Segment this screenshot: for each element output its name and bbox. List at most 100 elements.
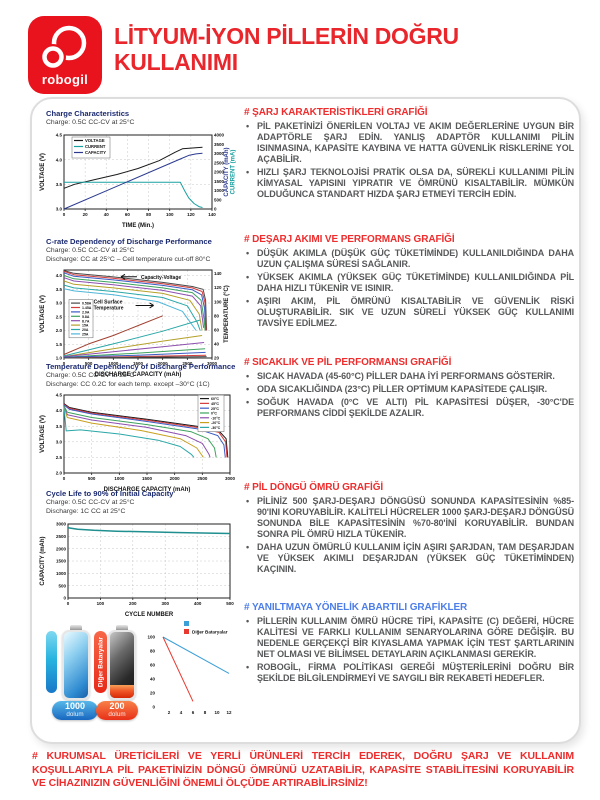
svg-text:Cell Surface: Cell Surface — [94, 299, 123, 305]
svg-text:100: 100 — [147, 635, 155, 640]
svg-text:2.0: 2.0 — [56, 328, 63, 333]
svg-text:120: 120 — [187, 212, 195, 217]
svg-text:2000: 2000 — [158, 361, 169, 366]
svg-text:3.5: 3.5 — [56, 287, 63, 292]
bullet-item: YÜKSEK AKIMLA (YÜKSEK GÜÇ TÜKETİMİNDE) K… — [244, 272, 574, 294]
svg-text:2.5: 2.5 — [56, 314, 63, 319]
chart-charge-characteristics: 0 20 40 60 80 100 120 140 3.0 3.5 4.0 4.5 0 500 1000 15… — [38, 129, 238, 234]
svg-text:4.0: 4.0 — [56, 273, 63, 278]
svg-text:100: 100 — [214, 299, 222, 304]
svg-text:VOLTAGE (V): VOLTAGE (V) — [40, 295, 46, 333]
other-batteries-bar: Diğer Bataryalar — [94, 631, 107, 693]
svg-text:8: 8 — [204, 710, 207, 715]
svg-text:60: 60 — [150, 663, 156, 668]
svg-text:3.0: 3.0 — [56, 207, 63, 212]
svg-text:60°C: 60°C — [211, 397, 219, 401]
svg-text:140: 140 — [214, 271, 222, 276]
svg-text:80: 80 — [214, 313, 220, 318]
svg-text:100: 100 — [97, 601, 105, 606]
battery-cap — [70, 625, 82, 630]
svg-text:500: 500 — [226, 601, 234, 606]
bullet-item: SOĞUK HAVADA (0°C VE ALTI) PİL KAPASİTES… — [244, 397, 574, 419]
bullet-item: DÜŞÜK AKIMLA (DÜŞÜK GÜÇ TÜKETİMİNDE) KUL… — [244, 248, 574, 270]
svg-text:Capacity-Voltage: Capacity-Voltage — [141, 275, 181, 281]
svg-text:2500: 2500 — [182, 361, 193, 366]
robogil-battery-bar — [46, 631, 57, 693]
badge-value: 1000 — [64, 701, 86, 712]
section-cycle-life: # PİL DÖNGÜ ÖMRÜ GRAFİĞİ PİLİNİZ 500 ŞAR… — [244, 482, 574, 577]
chart2-subtitle-2: Discharge: CC at 25°C – Cell temperature… — [46, 256, 211, 263]
svg-text:-10°C: -10°C — [211, 416, 221, 420]
bullet-item: DAHA UZUN ÖMÜRLÜ KULLANIM İÇİN AŞIRI ŞAR… — [244, 542, 574, 575]
svg-text:-20°C: -20°C — [211, 421, 221, 425]
svg-text:500: 500 — [85, 361, 93, 366]
section-heading: # ŞARJ KARAKTERİSTİKLERİ GRAFİĞİ — [244, 107, 428, 118]
battery-charge-level — [110, 684, 134, 698]
svg-text:3.5: 3.5 — [56, 182, 63, 187]
svg-text:100: 100 — [166, 212, 174, 217]
svg-text:25°C: 25°C — [211, 407, 219, 411]
battery-cap — [116, 625, 128, 630]
svg-text:2500: 2500 — [214, 160, 225, 165]
svg-text:CURRENT (mA): CURRENT (mA) — [231, 150, 237, 195]
svg-text:0: 0 — [63, 596, 66, 601]
robogil-logo: robogil — [28, 16, 102, 94]
svg-text:-30°C: -30°C — [211, 426, 221, 430]
chart4-subtitle-1: Charge: 0.5C CC-CV at 25°C — [46, 499, 135, 506]
svg-text:VOLTAGE (V): VOLTAGE (V) — [40, 153, 46, 191]
svg-text:80: 80 — [150, 649, 156, 654]
svg-text:0: 0 — [63, 361, 66, 366]
chart3-title: Temperature Dependency of Discharge Perf… — [46, 362, 236, 371]
bullet-item: ROBOGİL, FİRMA POLİTİKASI GEREĞİ MÜŞTERİ… — [244, 662, 574, 684]
bullet-item: AŞIRI AKIM, PİL ÖMRÜNÜ KISALTABİLİR VE G… — [244, 296, 574, 329]
svg-text:1500: 1500 — [133, 361, 144, 366]
svg-text:3.0: 3.0 — [56, 301, 63, 306]
svg-text:120: 120 — [214, 285, 222, 290]
bullet-item: PİLLERİN KULLANIM ÖMRÜ HÜCRE TİPİ, KAPAS… — [244, 616, 574, 660]
cycles-badge-1000: 1000 dolum — [52, 701, 98, 720]
bullet-item: PİLİNİZ 500 ŞARJ-DEŞARJ DÖNGÜSÜ SONUNDA … — [244, 496, 574, 540]
chart2-subtitle-1: Charge: 0.5C CC-CV at 25°C — [46, 247, 135, 254]
svg-text:1500: 1500 — [56, 559, 67, 564]
svg-text:3000: 3000 — [56, 522, 67, 527]
svg-text:CAPACITY: CAPACITY — [85, 150, 106, 155]
svg-text:1500: 1500 — [214, 179, 225, 184]
svg-text:300: 300 — [161, 601, 169, 606]
svg-text:60: 60 — [214, 327, 220, 332]
svg-text:TIME (Min.): TIME (Min.) — [122, 223, 154, 229]
svg-text:3.5: 3.5 — [56, 424, 63, 429]
svg-text:80: 80 — [146, 212, 152, 217]
svg-text:0.58A: 0.58A — [82, 302, 92, 306]
svg-text:1.45A: 1.45A — [82, 306, 92, 310]
chart2-title: C-rate Dependency of Discharge Performan… — [46, 237, 212, 246]
svg-text:1000: 1000 — [114, 476, 125, 481]
svg-text:25A: 25A — [82, 333, 89, 337]
svg-text:40: 40 — [104, 212, 110, 217]
svg-text:4.0: 4.0 — [56, 157, 63, 162]
svg-text:CAPACITY (mAh): CAPACITY (mAh) — [40, 536, 46, 585]
bullet-item: SICAK HAVADA (45-60°C) PİLLER DAHA İYİ P… — [244, 371, 574, 382]
svg-text:1500: 1500 — [142, 476, 153, 481]
svg-text:20: 20 — [150, 691, 156, 696]
chart4-subtitle-2: Discharge: 1C CC at 25°C — [46, 508, 126, 515]
svg-text:1000: 1000 — [56, 571, 67, 576]
svg-text:0: 0 — [67, 601, 70, 606]
svg-text:8.7A: 8.7A — [82, 319, 90, 323]
svg-text:400: 400 — [194, 601, 202, 606]
chart-cycle-life: 0 100 200 300 400 500 0 500 1000 1500 2000 2500 3000… — [38, 518, 238, 623]
svg-text:1.0: 1.0 — [56, 356, 63, 361]
svg-text:VOLTAGE: VOLTAGE — [85, 138, 105, 143]
svg-text:6: 6 — [192, 710, 195, 715]
robogil-logo-icon — [40, 25, 87, 70]
svg-text:1.5: 1.5 — [56, 342, 63, 347]
svg-text:2000: 2000 — [56, 546, 67, 551]
chart-crate-discharge: 0 500 1000 1500 2000 2500 3000 1.0 1.5 2.0 2.5 3.0 3… — [38, 266, 238, 383]
svg-text:500: 500 — [214, 197, 222, 202]
svg-text:0°C: 0°C — [211, 412, 217, 416]
other-batteries-label: Diğer Bataryalar — [97, 636, 104, 688]
badge-unit: dolum — [66, 711, 84, 719]
svg-text:DISCHARGE CAPACITY (mAh): DISCHARGE CAPACITY (mAh) — [95, 372, 182, 378]
svg-text:CURRENT: CURRENT — [85, 144, 106, 149]
svg-text:2000: 2000 — [170, 476, 181, 481]
